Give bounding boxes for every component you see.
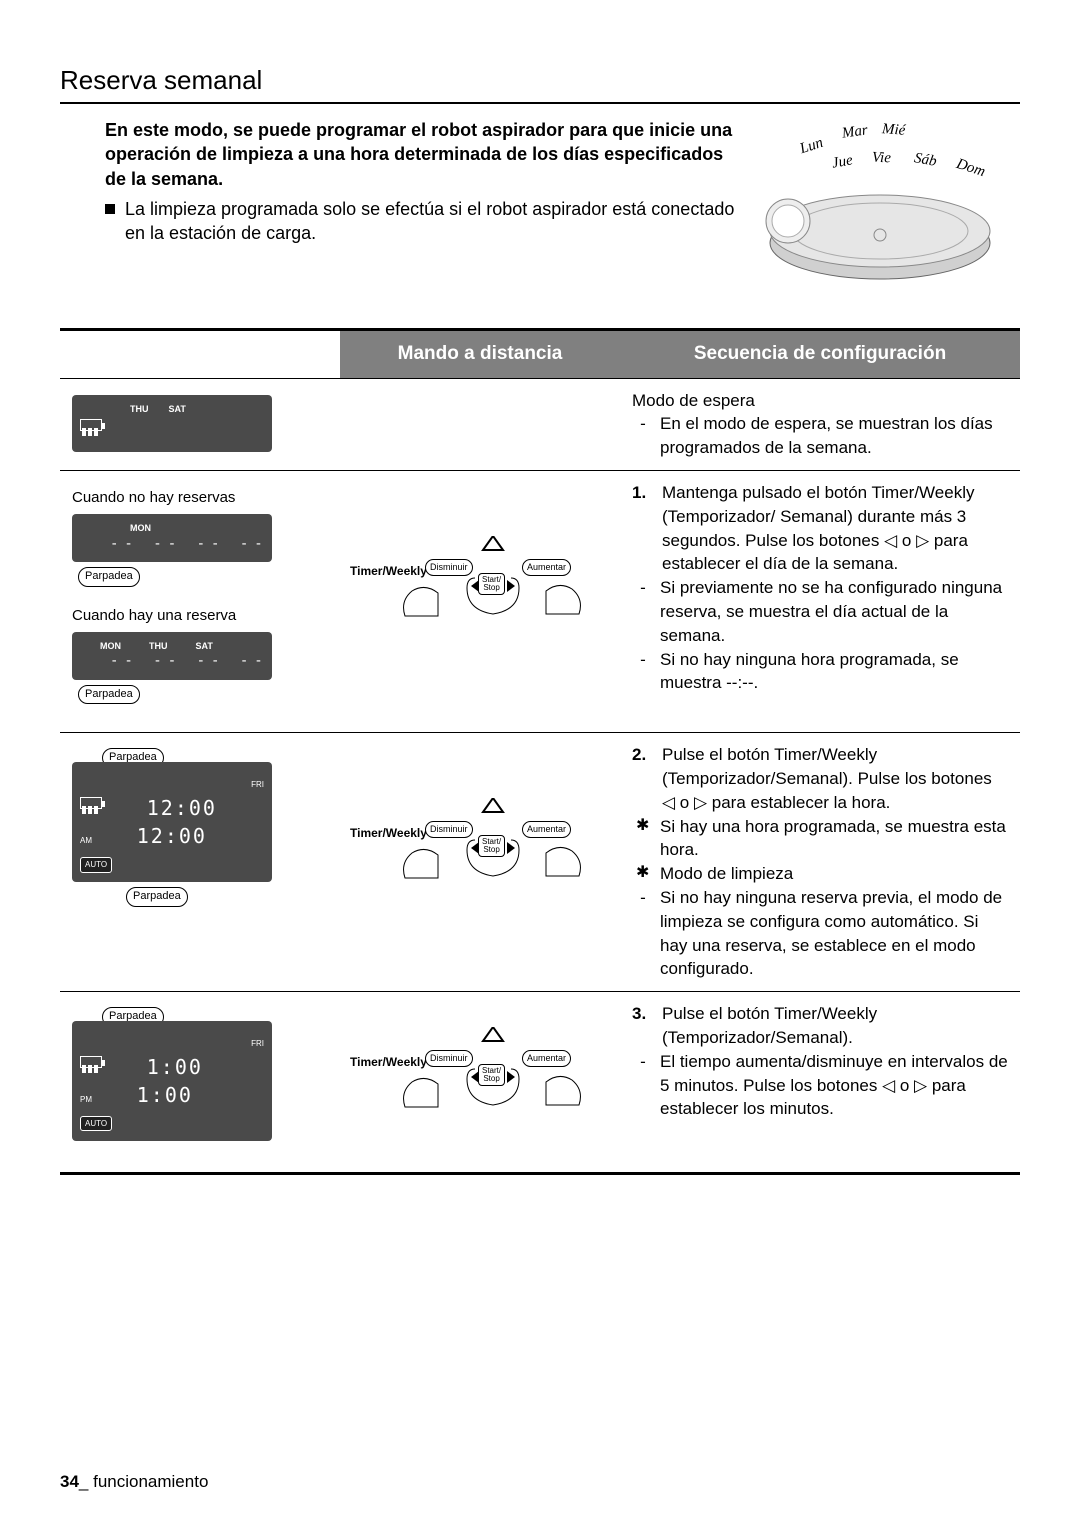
step-number: 2. — [632, 743, 654, 814]
table-header-sequence: Secuencia de configuración — [620, 330, 1020, 379]
display-day: THU — [149, 640, 168, 653]
seq-text: Pulse el botón Timer/Weekly (Temporizado… — [662, 1002, 1008, 1050]
battery-icon — [80, 419, 102, 431]
robot-icon — [760, 173, 1000, 288]
day-vie: Vie — [872, 150, 891, 168]
day-mar: Mar — [841, 122, 869, 142]
auto-badge: AUTO — [80, 857, 112, 872]
auto-badge: AUTO — [80, 1116, 112, 1131]
table-row: Cuando no hay reservas MON -- -- -- -- P… — [60, 470, 1020, 732]
footer-label: _ funcionamiento — [79, 1472, 208, 1491]
page-number: 34 — [60, 1472, 79, 1491]
table-header-remote: Mando a distancia — [340, 330, 620, 379]
thumb-right-icon — [534, 1070, 584, 1110]
increase-button[interactable]: Aumentar — [522, 1050, 571, 1067]
remote-control: Timer/Weekly Disminuir Aumentar Start/St… — [370, 783, 590, 893]
flash-tag: Parpadea — [78, 685, 140, 704]
display-day: THU — [130, 403, 149, 416]
seq-text: En el modo de espera, se muestran los dí… — [660, 412, 1008, 460]
thumb-left-icon — [400, 581, 450, 621]
thumb-right-icon — [534, 841, 584, 881]
section-title: Reserva semanal — [60, 65, 1020, 104]
dash-icon: - — [636, 1050, 650, 1121]
flash-tag: Parpadea — [78, 567, 140, 586]
star-icon: ✱ — [636, 862, 650, 886]
dash-icon: - — [636, 412, 650, 460]
bullet-square-icon — [105, 204, 115, 214]
increase-button[interactable]: Aumentar — [522, 559, 571, 576]
day-mie: Mié — [881, 121, 905, 140]
step-number: 3. — [632, 1002, 654, 1050]
day-jue: Jue — [831, 152, 854, 172]
panel-caption: Cuando no hay reservas — [72, 487, 328, 508]
table-row: Parpadea FRI 1:00 PM 1:00 AUTO Timer/Wee… — [60, 992, 1020, 1174]
display-day: MON — [100, 640, 121, 653]
page-footer: 34_ funcionamiento — [60, 1472, 208, 1492]
remote-control: Timer/Weekly Disminuir Aumentar Start/St… — [370, 521, 590, 631]
day-sab: Sáb — [913, 150, 938, 171]
star-icon: ✱ — [636, 815, 650, 863]
display-time: 1:00 — [137, 1083, 193, 1107]
increase-button[interactable]: Aumentar — [522, 821, 571, 838]
display-time: 12:00 — [147, 796, 217, 820]
display-day: FRI — [251, 780, 264, 789]
intro-bullet-text: La limpieza programada solo se efectúa s… — [125, 197, 740, 246]
display-time: 1:00 — [147, 1055, 203, 1079]
seq-text: Si no hay ninguna reserva previa, el mod… — [660, 886, 1008, 981]
thumb-right-icon — [534, 579, 584, 619]
timer-weekly-label: Timer/Weekly — [350, 1054, 427, 1071]
dash-icon: - — [636, 576, 650, 647]
timer-weekly-label: Timer/Weekly — [350, 825, 427, 842]
display-panel: FRI 1:00 PM 1:00 AUTO — [72, 1021, 272, 1142]
display-day: MON — [130, 522, 151, 535]
seq-title: Modo de espera — [632, 389, 1008, 413]
display-day: FRI — [251, 1039, 264, 1048]
intro-bold: En este modo, se puede programar el robo… — [105, 118, 740, 191]
dash-icon: - — [636, 886, 650, 981]
table-row: Parpadea FRI 12:00 AM 12:00 AUTO Parpade… — [60, 733, 1020, 992]
seq-text: Mantenga pulsado el botón Timer/Weekly (… — [662, 481, 1008, 576]
display-panel: THU SAT — [72, 395, 272, 452]
seq-text: Pulse el botón Timer/Weekly (Temporizado… — [662, 743, 1008, 814]
display-day: SAT — [196, 640, 213, 653]
ampm-label: PM — [80, 1095, 92, 1104]
display-panel: MON -- -- -- -- — [72, 514, 272, 562]
start-stop-button[interactable]: Start/Stop — [478, 835, 505, 857]
day-lun: Lun — [798, 135, 825, 158]
display-panel: MON THU SAT -- -- -- -- — [72, 632, 272, 680]
dash-icon: - — [636, 648, 650, 696]
step-number: 1. — [632, 481, 654, 576]
remote-control: Timer/Weekly Disminuir Aumentar Start/St… — [370, 1012, 590, 1122]
timer-weekly-label: Timer/Weekly — [350, 563, 427, 580]
ampm-label: AM — [80, 836, 92, 845]
config-table: Mando a distancia Secuencia de configura… — [60, 328, 1020, 1175]
panel-caption: Cuando hay una reserva — [72, 605, 328, 626]
seq-text: Si hay una hora programada, se muestra e… — [660, 815, 1008, 863]
start-stop-button[interactable]: Start/Stop — [478, 1064, 505, 1086]
intro-area: En este modo, se puede programar el robo… — [60, 118, 1020, 288]
table-header-blank — [60, 330, 340, 379]
seq-text: El tiempo aumenta/disminuye en intervalo… — [660, 1050, 1008, 1121]
seq-text: Si previamente no se ha configurado ning… — [660, 576, 1008, 647]
table-row: THU SAT Modo de espera - En el modo de e… — [60, 378, 1020, 470]
battery-icon — [80, 797, 102, 809]
display-panel: FRI 12:00 AM 12:00 AUTO — [72, 762, 272, 883]
intro-illustration: Lun Mar Mié Jue Vie Sáb Dom — [760, 118, 1020, 288]
display-time: 12:00 — [137, 824, 207, 848]
flash-tag: Parpadea — [126, 887, 188, 906]
seq-text: Modo de limpieza — [660, 862, 793, 886]
seq-text: Si no hay ninguna hora programada, se mu… — [660, 648, 1008, 696]
start-stop-button[interactable]: Start/Stop — [478, 573, 505, 595]
thumb-left-icon — [400, 1072, 450, 1112]
display-day: SAT — [169, 403, 186, 416]
thumb-left-icon — [400, 843, 450, 883]
battery-icon — [80, 1056, 102, 1068]
